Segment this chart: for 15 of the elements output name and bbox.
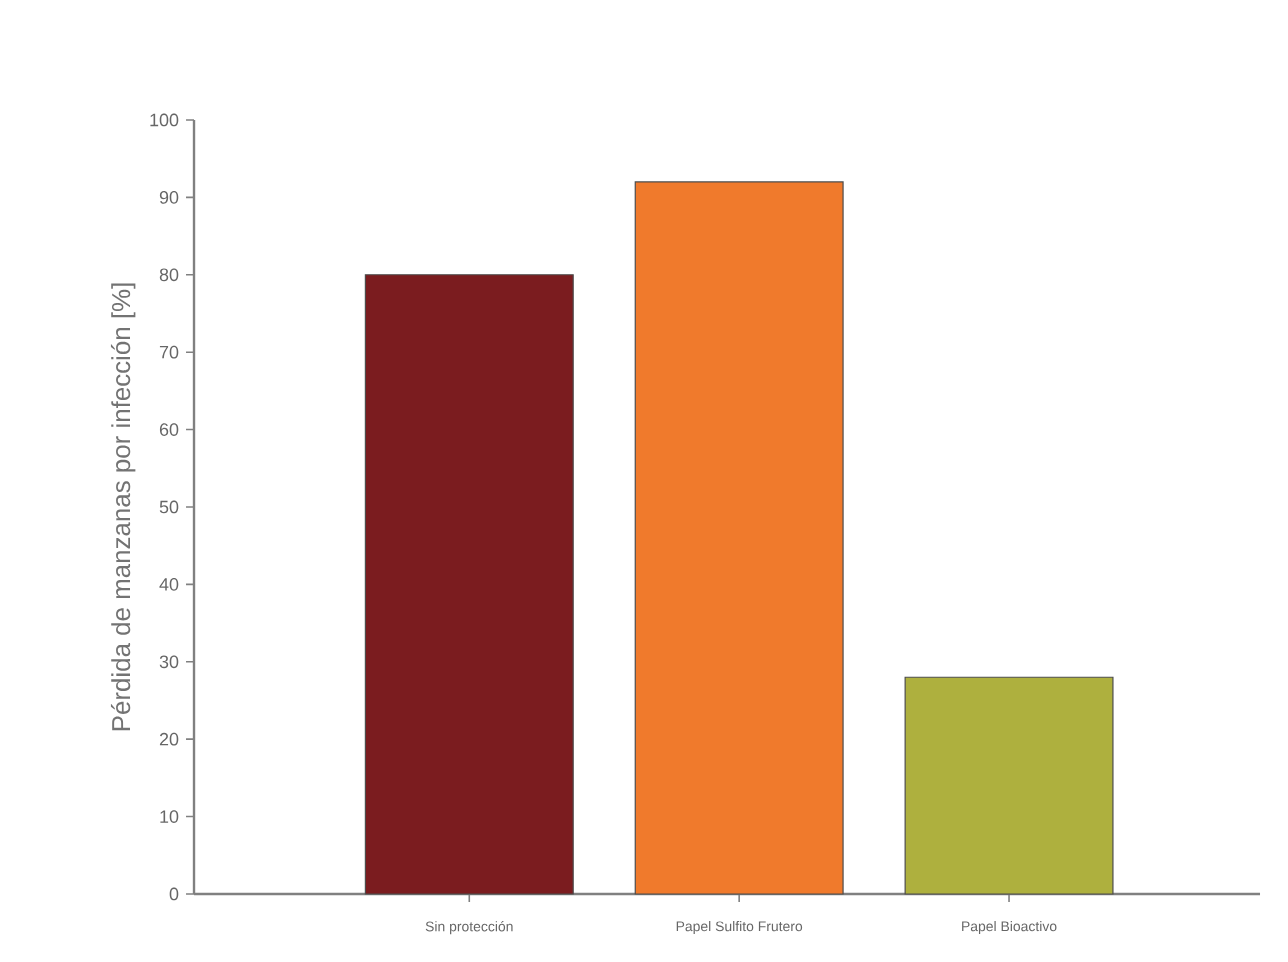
y-tick-label: 0 bbox=[169, 887, 179, 901]
bar bbox=[634, 181, 844, 895]
y-tick-label: 30 bbox=[159, 655, 179, 669]
y-tick-label: 90 bbox=[159, 191, 179, 204]
y-tick-label: 40 bbox=[159, 578, 179, 591]
y-tick-label: 20 bbox=[159, 732, 179, 746]
y-tick-label: 50 bbox=[159, 500, 179, 514]
y-tick-label: 10 bbox=[160, 810, 179, 823]
y-tick-label: 60 bbox=[159, 423, 179, 436]
y-tick-label: 80 bbox=[159, 268, 179, 282]
y-axis-title: Pérdida de manzanas por infección [%] bbox=[110, 283, 136, 731]
y-tick-label: 70 bbox=[159, 345, 179, 359]
y-tick-label: 100 bbox=[150, 113, 179, 127]
bar bbox=[904, 676, 1114, 895]
bar bbox=[364, 274, 574, 895]
